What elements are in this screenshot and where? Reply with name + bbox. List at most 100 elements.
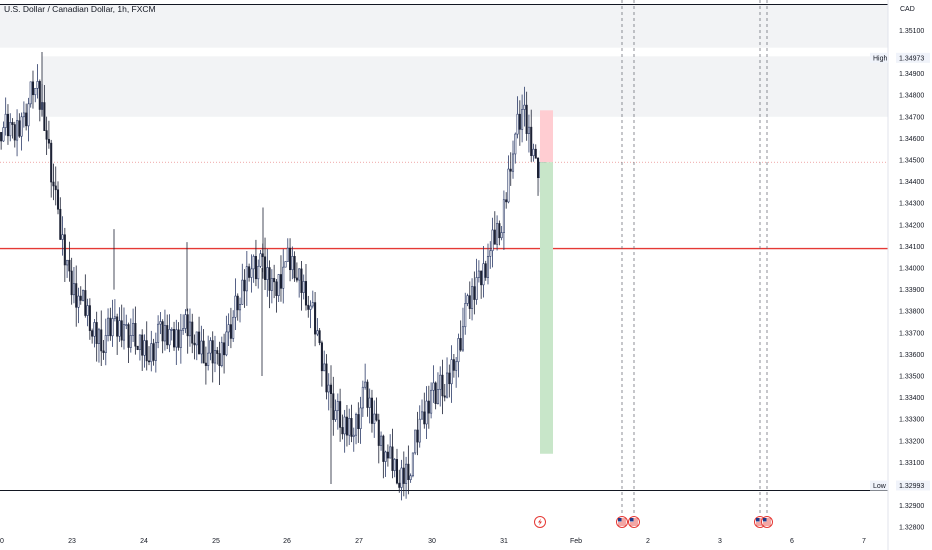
- candle-body: [193, 342, 196, 346]
- y-tick-label: 1.33900: [899, 287, 924, 294]
- candle-body: [459, 338, 462, 351]
- candle-body: [441, 374, 444, 397]
- x-tick-label: 30: [428, 538, 436, 545]
- candle-body: [161, 321, 164, 342]
- candle-body: [443, 395, 446, 398]
- candle-body: [223, 342, 226, 356]
- candle-body: [250, 268, 253, 278]
- candle-body: [368, 397, 371, 408]
- candle-body: [448, 372, 451, 385]
- candle-body: [0, 132, 3, 142]
- candle-body: [88, 305, 91, 331]
- candle-body: [452, 359, 455, 371]
- candle-body: [257, 265, 260, 280]
- candle-body: [521, 109, 524, 130]
- candle-body: [489, 250, 492, 257]
- candle-body: [38, 81, 41, 110]
- candle-body: [480, 270, 483, 286]
- candle-body: [402, 467, 405, 484]
- candle-body: [348, 418, 351, 436]
- candle-body: [350, 418, 353, 437]
- candle-body: [334, 410, 337, 420]
- candle-body: [147, 360, 151, 363]
- candle-body: [389, 446, 392, 459]
- event-icons: [534, 516, 773, 528]
- candle-body: [320, 342, 323, 372]
- candle-body: [259, 253, 262, 267]
- candle-body: [129, 335, 132, 348]
- candle-body: [300, 268, 303, 293]
- candle-body: [225, 331, 228, 356]
- candle-body: [254, 256, 257, 280]
- candle-body: [336, 401, 339, 411]
- y-tick-label: 1.33600: [899, 352, 924, 359]
- candle-body: [173, 329, 176, 348]
- candle-body: [514, 133, 517, 155]
- candle-body: [391, 446, 394, 471]
- candle-body: [168, 329, 171, 346]
- candle-body: [175, 329, 178, 348]
- candle-body: [63, 234, 66, 266]
- candle-body: [468, 295, 471, 309]
- candle-body: [25, 112, 28, 127]
- candle-body: [116, 316, 119, 337]
- y-tick-label: 1.33300: [899, 417, 924, 424]
- candle-body: [295, 277, 298, 281]
- candle-body: [377, 419, 380, 446]
- candle-body: [407, 463, 410, 480]
- candle-body: [380, 435, 383, 446]
- chart-title: U.S. Dollar / Canadian Dollar, 1h, FXCM: [4, 4, 156, 14]
- candle-body: [163, 325, 166, 342]
- candle-body: [327, 384, 330, 393]
- high-marker-label: High: [873, 55, 888, 62]
- y-tick-label: 1.34000: [899, 266, 924, 273]
- candle-body: [120, 320, 123, 341]
- us-flag-icon-canton: [630, 518, 634, 522]
- candle-body: [477, 270, 480, 278]
- candle-body: [505, 199, 508, 203]
- take-profit-zone: [540, 162, 553, 454]
- candle-body: [157, 323, 160, 343]
- candle-body: [439, 374, 442, 390]
- candle-body: [500, 232, 503, 239]
- candle-body: [36, 81, 39, 89]
- y-tick-label: 1.32800: [899, 525, 924, 532]
- candle-body: [466, 295, 469, 304]
- low-marker-label: Low: [873, 483, 887, 490]
- candle-body: [100, 329, 103, 352]
- y-tick-label: 1.34500: [899, 158, 924, 165]
- candle-body: [291, 256, 294, 271]
- candle-body: [77, 295, 80, 308]
- candle-body: [154, 342, 157, 361]
- candle-body: [4, 113, 7, 128]
- candle-body: [229, 324, 232, 339]
- candle-body: [284, 261, 287, 268]
- candle-body: [289, 247, 292, 271]
- x-tick-label: 24: [140, 538, 148, 545]
- candle-body: [18, 120, 21, 137]
- candle-body: [471, 286, 474, 309]
- candle-body: [370, 397, 373, 424]
- candle-body: [31, 81, 35, 96]
- candle-body: [486, 256, 490, 278]
- candle-body: [523, 104, 526, 110]
- candle-body: [461, 326, 464, 351]
- candle-body: [475, 277, 478, 300]
- candle-body: [122, 324, 126, 341]
- us-flag-icon-canton: [763, 518, 767, 522]
- x-tick-label: 0: [0, 538, 4, 545]
- candle-body: [202, 340, 205, 364]
- candle-body: [268, 267, 271, 291]
- candle-body: [97, 329, 100, 344]
- candle-body: [507, 168, 510, 203]
- candle-body: [532, 148, 535, 156]
- candle-body: [245, 266, 248, 292]
- candle-body: [282, 266, 285, 289]
- candle-body: [386, 451, 389, 459]
- candle-body: [352, 434, 355, 437]
- x-tick-label: 23: [68, 538, 76, 545]
- candle-body: [446, 372, 449, 398]
- candle-body: [207, 352, 210, 366]
- candle-body: [2, 127, 5, 142]
